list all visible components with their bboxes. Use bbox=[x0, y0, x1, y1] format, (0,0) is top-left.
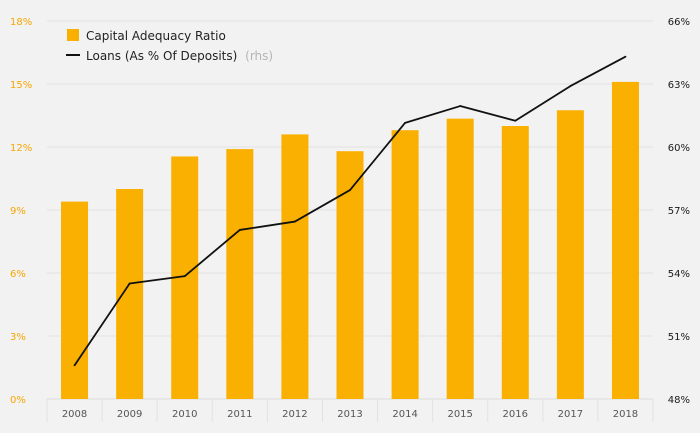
gridlines bbox=[46, 20, 654, 422]
bar-2011 bbox=[226, 149, 254, 399]
left-tick-label: 15% bbox=[10, 80, 32, 91]
x-tick-label: 2016 bbox=[503, 409, 528, 420]
line-point-2016 bbox=[514, 119, 517, 122]
bar-2012 bbox=[281, 134, 309, 399]
line-point-2014 bbox=[404, 121, 406, 124]
left-tick-label: 3% bbox=[10, 332, 26, 343]
x-tick-label: 2008 bbox=[62, 409, 87, 420]
x-tick-label: 2015 bbox=[447, 409, 472, 420]
line-point-2017 bbox=[569, 85, 572, 87]
left-tick-label: 12% bbox=[10, 143, 32, 154]
x-tick-label: 2011 bbox=[227, 409, 252, 420]
x-tick-label: 2009 bbox=[117, 409, 142, 420]
right-tick-label: 48% bbox=[668, 395, 690, 406]
left-tick-label: 9% bbox=[10, 206, 26, 217]
line-point-2010 bbox=[183, 275, 186, 278]
line-point-2008 bbox=[73, 364, 76, 367]
legend-label-bar: Capital Adequacy Ratio bbox=[86, 29, 226, 43]
x-tick-label: 2017 bbox=[558, 409, 583, 420]
left-tick-label: 6% bbox=[10, 269, 26, 280]
right-tick-label: 51% bbox=[668, 332, 690, 343]
bar-2014 bbox=[391, 130, 419, 399]
line-point-2011 bbox=[238, 229, 241, 231]
right-tick-label: 54% bbox=[668, 269, 690, 280]
line-series bbox=[73, 55, 627, 367]
right-tick-label: 63% bbox=[668, 80, 690, 91]
right-tick-label: 66% bbox=[668, 17, 690, 28]
line-point-2013 bbox=[349, 189, 351, 191]
bar-2018 bbox=[611, 81, 639, 400]
x-tick-label: 2018 bbox=[613, 409, 638, 420]
bar-2016 bbox=[501, 126, 529, 399]
x-tick-label: 2012 bbox=[282, 409, 307, 420]
bar-2017 bbox=[556, 110, 584, 399]
legend: Capital Adequacy Ratio Loans (As % Of De… bbox=[66, 29, 273, 63]
bar-2013 bbox=[336, 151, 364, 399]
line-point-2012 bbox=[294, 220, 296, 223]
legend-label-line-name: Loans (As % Of Deposits) bbox=[86, 49, 237, 63]
x-tick-label: 2013 bbox=[337, 409, 362, 420]
right-tick-label: 60% bbox=[668, 143, 690, 154]
bar-2015 bbox=[446, 118, 474, 400]
bar-2008 bbox=[61, 201, 89, 399]
line-point-2015 bbox=[459, 105, 462, 107]
right-axis: 48% 51% 54% 57% 60% 63% 66% bbox=[668, 17, 690, 406]
legend-label-line: Loans (As % Of Deposits) (rhs) bbox=[86, 49, 273, 63]
left-axis: 0% 3% 6% 9% 12% 15% 18% bbox=[10, 17, 32, 406]
x-axis: 2008 2009 2010 2011 2012 2013 2014 2015 2016 2017… bbox=[62, 409, 638, 420]
line-point-2009 bbox=[128, 282, 131, 285]
bar-2009 bbox=[116, 189, 144, 399]
left-tick-label: 0% bbox=[10, 395, 26, 406]
right-tick-label: 57% bbox=[668, 206, 690, 217]
legend-swatch-bar bbox=[67, 29, 79, 41]
left-tick-label: 18% bbox=[10, 17, 32, 28]
x-tick-label: 2010 bbox=[172, 409, 197, 420]
bar-series bbox=[61, 81, 639, 400]
line-point-2018 bbox=[624, 55, 627, 58]
x-tick-label: 2014 bbox=[392, 409, 417, 420]
legend-label-line-note: (rhs) bbox=[245, 49, 273, 63]
